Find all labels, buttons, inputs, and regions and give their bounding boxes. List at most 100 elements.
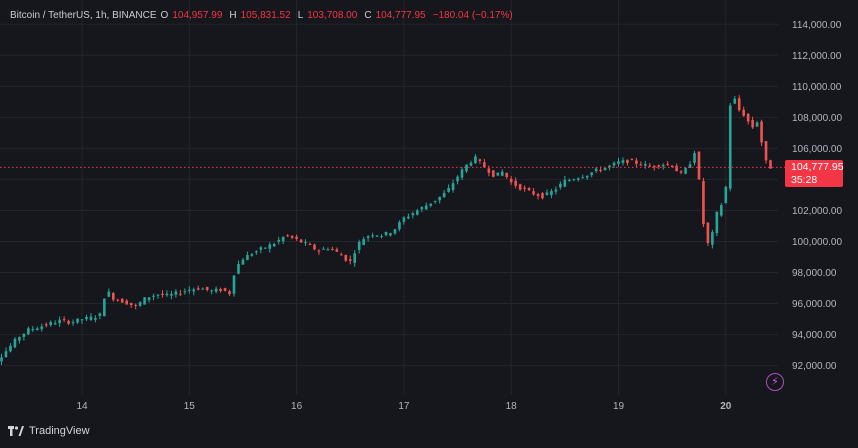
candle [376, 235, 379, 237]
close-label: C [364, 10, 371, 21]
candle [54, 320, 57, 325]
candle [443, 190, 446, 198]
candle [81, 319, 84, 324]
x-tick-label: 19 [613, 401, 625, 412]
candle [197, 286, 200, 291]
candle [45, 323, 48, 328]
candle [617, 158, 620, 167]
candle [18, 336, 21, 343]
candle [9, 343, 12, 352]
candle [707, 222, 710, 246]
y-tick-label: 92,000.00 [792, 361, 837, 372]
candle [0, 354, 3, 365]
x-tick-label: 20 [720, 401, 732, 412]
candle [662, 163, 665, 169]
candle [412, 212, 415, 219]
y-tick-label: 114,000.00 [792, 20, 842, 31]
candle [152, 294, 155, 301]
open-value: 104,957.99 [172, 10, 222, 21]
candle [465, 164, 468, 173]
x-tick-label: 16 [291, 401, 303, 412]
candle [537, 193, 540, 200]
y-tick-label: 108,000.00 [792, 113, 842, 124]
candle [631, 158, 634, 160]
candle [389, 233, 392, 237]
candle [286, 234, 289, 237]
candle [166, 290, 169, 296]
candle [666, 161, 669, 166]
candle [273, 243, 276, 247]
high-label: H [229, 10, 236, 21]
candle [572, 178, 575, 180]
candle [116, 299, 119, 302]
candle [300, 239, 303, 243]
symbol-legend: Bitcoin / TetherUS, 1h, BINANCE O 104,957… [10, 10, 516, 21]
candle [626, 159, 629, 165]
candle [425, 203, 428, 210]
candle [394, 229, 397, 235]
y-tick-label: 94,000.00 [792, 330, 837, 341]
candle [251, 253, 254, 257]
candle [407, 214, 410, 220]
candle [192, 288, 195, 296]
candle [27, 327, 30, 336]
candle [210, 289, 213, 294]
candle [385, 232, 388, 237]
candle [505, 173, 508, 179]
candle [85, 315, 88, 321]
x-tick-label: 17 [398, 401, 410, 412]
candle [14, 337, 17, 348]
time-axis[interactable]: 14 15 16 17 18 19 20 [76, 401, 731, 412]
candle [595, 167, 598, 173]
candle [747, 113, 750, 124]
candle [353, 250, 356, 267]
candle [233, 275, 236, 296]
candle [501, 169, 504, 176]
candle [32, 326, 35, 332]
candle [327, 247, 330, 250]
candle [702, 178, 705, 227]
candle [67, 320, 70, 325]
candle [729, 103, 732, 191]
candle [179, 290, 182, 296]
brand-name: TradingView [29, 425, 90, 437]
candle [260, 246, 263, 253]
candle [340, 253, 343, 256]
candle [264, 247, 267, 249]
tradingview-logo-icon [8, 426, 24, 436]
candle [698, 151, 701, 180]
candle [130, 303, 133, 308]
candle [349, 256, 352, 265]
candle [331, 247, 334, 251]
price-axis[interactable]: 92,000.00 94,000.00 96,000.00 98,000.00 100,… [792, 20, 842, 372]
candle [94, 315, 97, 322]
candle [268, 242, 271, 252]
candle [716, 211, 719, 236]
candle [684, 167, 687, 174]
candle [398, 220, 401, 231]
candle [555, 186, 558, 194]
candle [76, 318, 79, 323]
y-tick-label: 110,000.00 [792, 82, 842, 93]
symbol-label[interactable]: Bitcoin / TetherUS, 1h, BINANCE [10, 10, 157, 21]
candle [318, 249, 321, 255]
y-tick-label: 112,000.00 [792, 51, 842, 62]
candle [751, 117, 754, 129]
last-price-tag[interactable]: 104,777.95 35:28 [785, 160, 843, 187]
candle [680, 170, 683, 174]
tradingview-branding[interactable]: TradingView [8, 425, 90, 437]
candle [550, 189, 553, 198]
candle [291, 235, 294, 239]
candle [648, 163, 651, 167]
candle [295, 235, 298, 241]
candle [604, 168, 607, 171]
candle [224, 288, 227, 292]
lightning-bolt-icon[interactable]: ⚡ [766, 373, 784, 391]
candle [528, 187, 531, 191]
candle [304, 239, 307, 246]
y-tick-label: 102,000.00 [792, 206, 842, 217]
candle [416, 209, 419, 216]
candle [760, 120, 763, 146]
